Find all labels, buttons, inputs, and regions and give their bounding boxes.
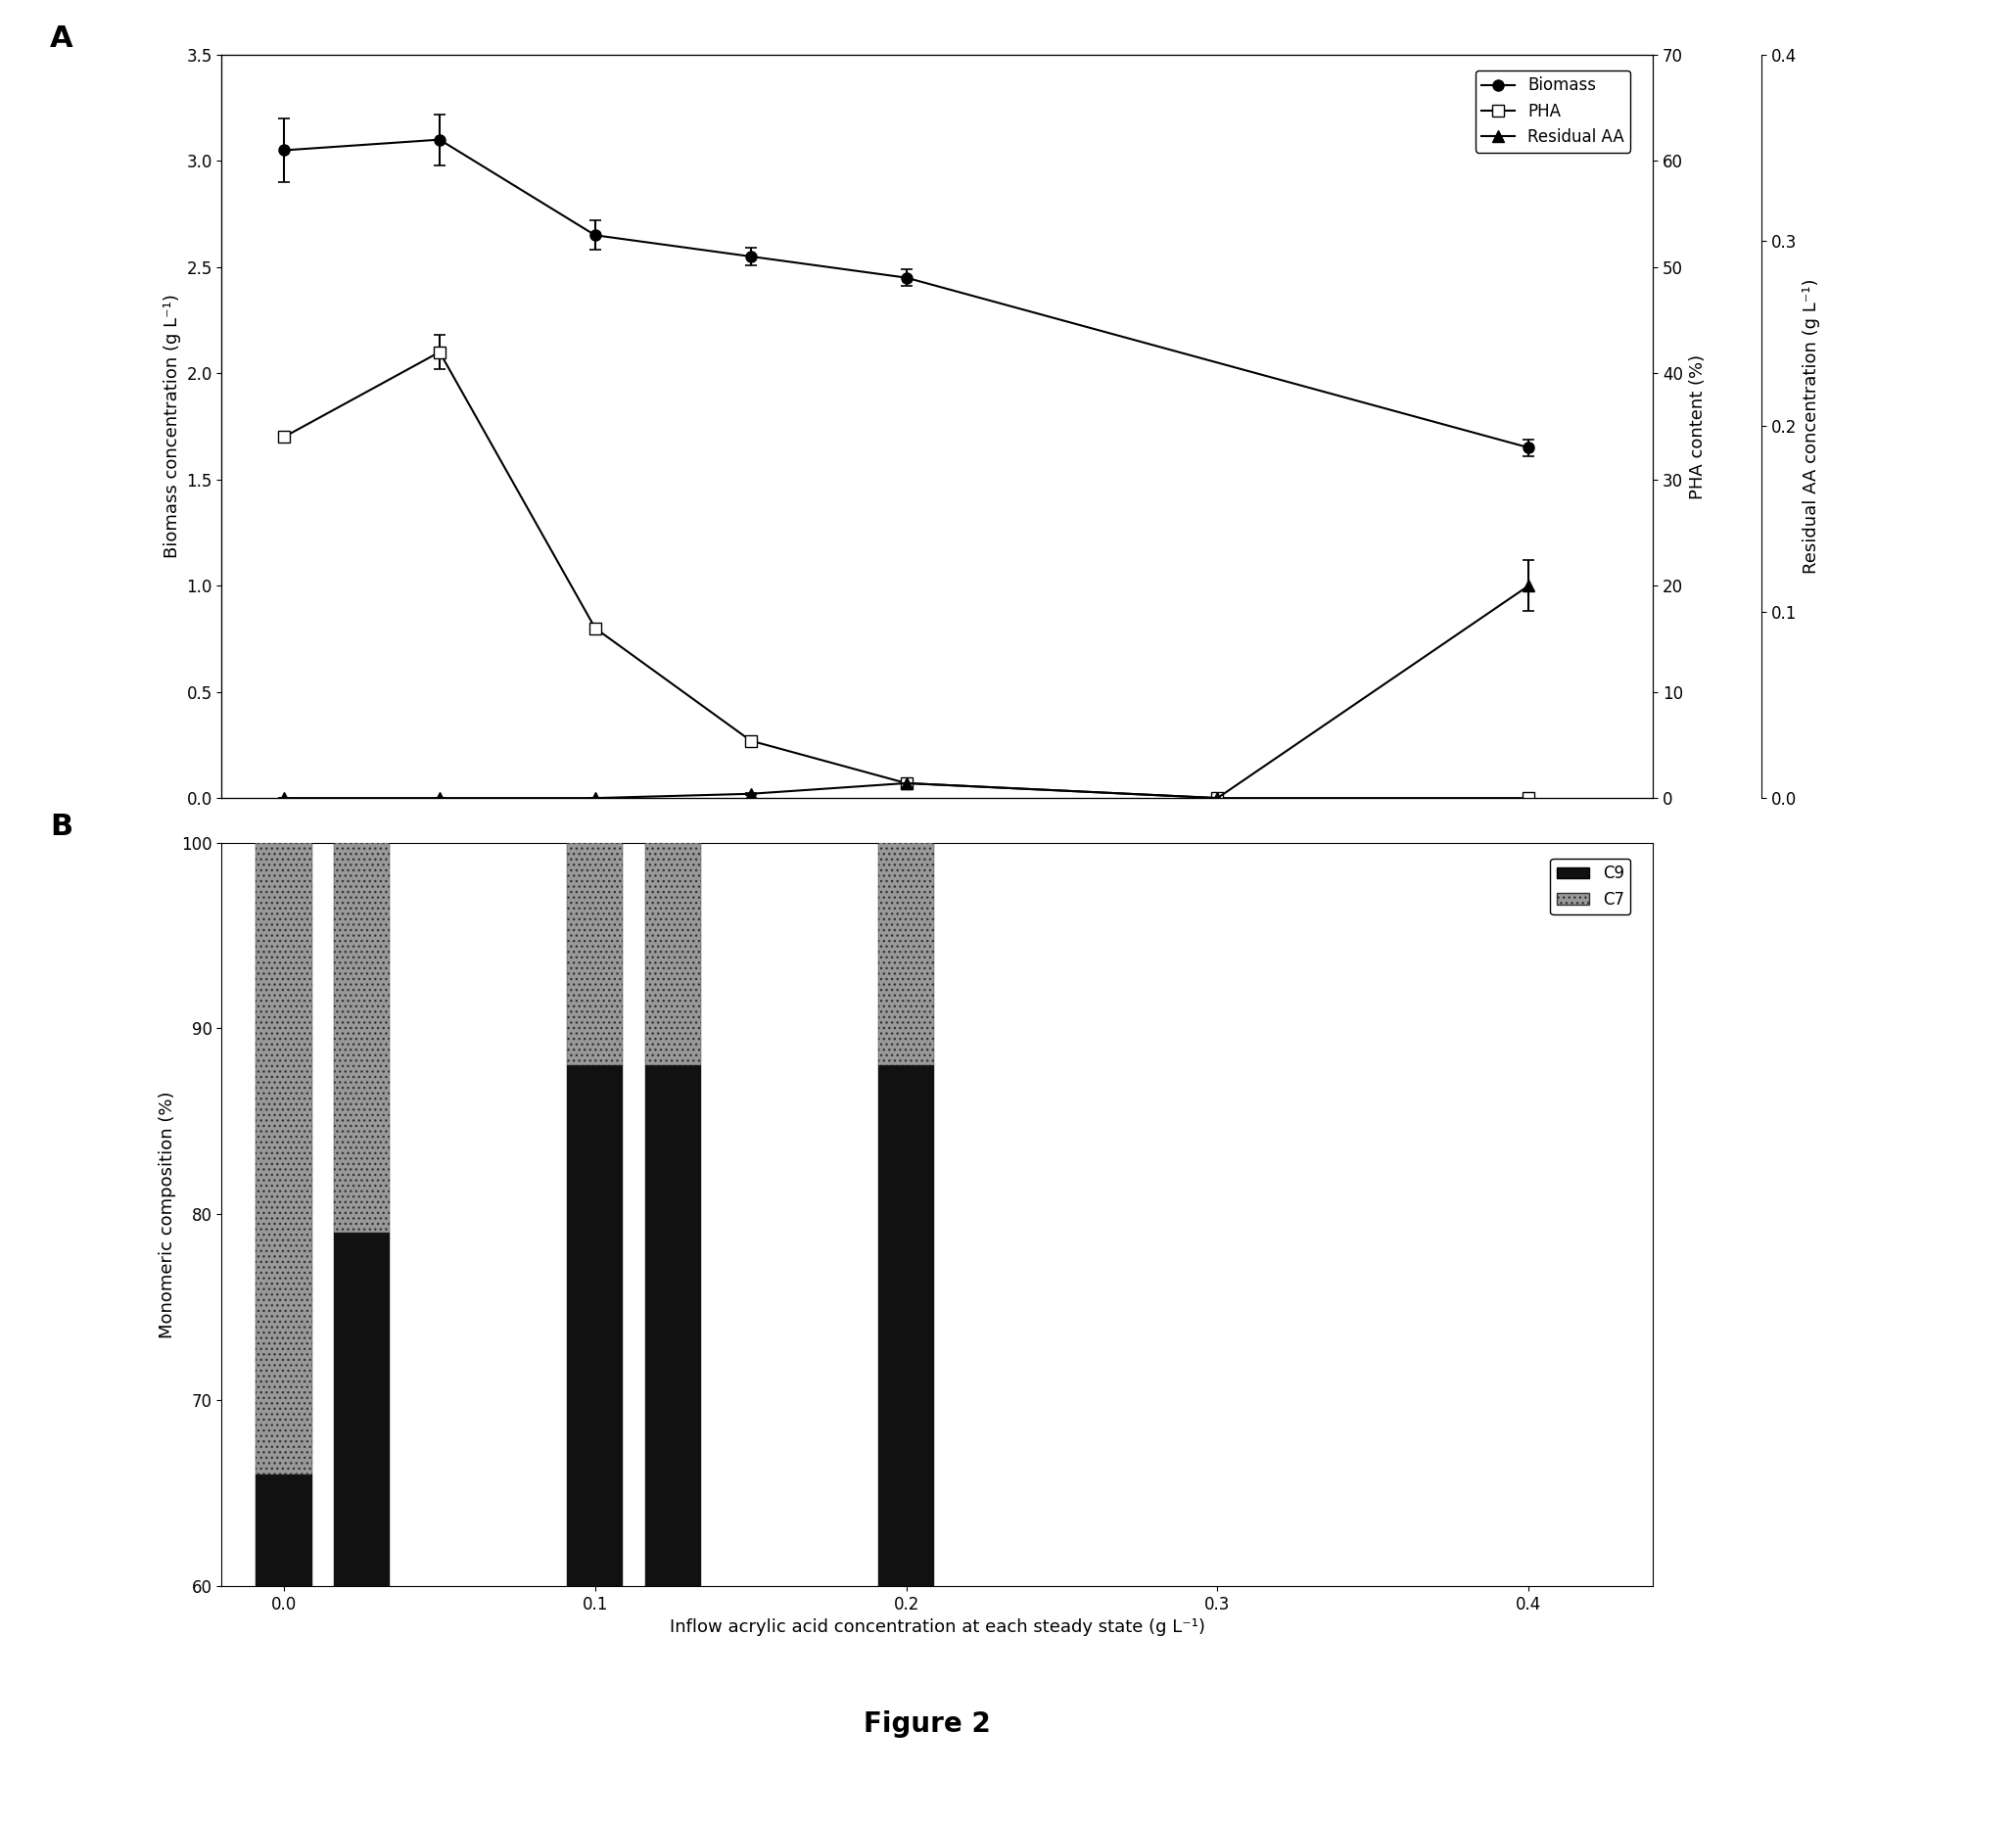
Bar xyxy=(645,842,702,1066)
Y-axis label: Residual AA concentration (g L⁻¹): Residual AA concentration (g L⁻¹) xyxy=(1802,279,1820,574)
X-axis label: Inflow acrylic acid concentration at each steady state (g L⁻¹): Inflow acrylic acid concentration at eac… xyxy=(669,1619,1206,1637)
Text: Figure 2: Figure 2 xyxy=(863,1710,992,1737)
Text: A: A xyxy=(50,26,73,53)
Y-axis label: Biomass concentration (g L⁻¹): Biomass concentration (g L⁻¹) xyxy=(163,294,181,558)
Bar xyxy=(256,1475,312,1586)
Bar xyxy=(879,842,933,1066)
Bar xyxy=(566,842,623,1066)
Text: B: B xyxy=(50,813,73,840)
Bar xyxy=(335,842,389,1232)
Legend: C9, C7: C9, C7 xyxy=(1550,859,1631,915)
Bar xyxy=(566,1066,623,1586)
Bar xyxy=(335,1232,389,1586)
Bar xyxy=(879,1066,933,1586)
Y-axis label: Monomeric composition (%): Monomeric composition (%) xyxy=(157,1090,175,1338)
Bar xyxy=(256,842,312,1475)
Legend: Biomass, PHA, Residual AA: Biomass, PHA, Residual AA xyxy=(1476,71,1631,153)
Bar xyxy=(645,1066,702,1586)
Y-axis label: PHA content (%): PHA content (%) xyxy=(1689,354,1706,500)
